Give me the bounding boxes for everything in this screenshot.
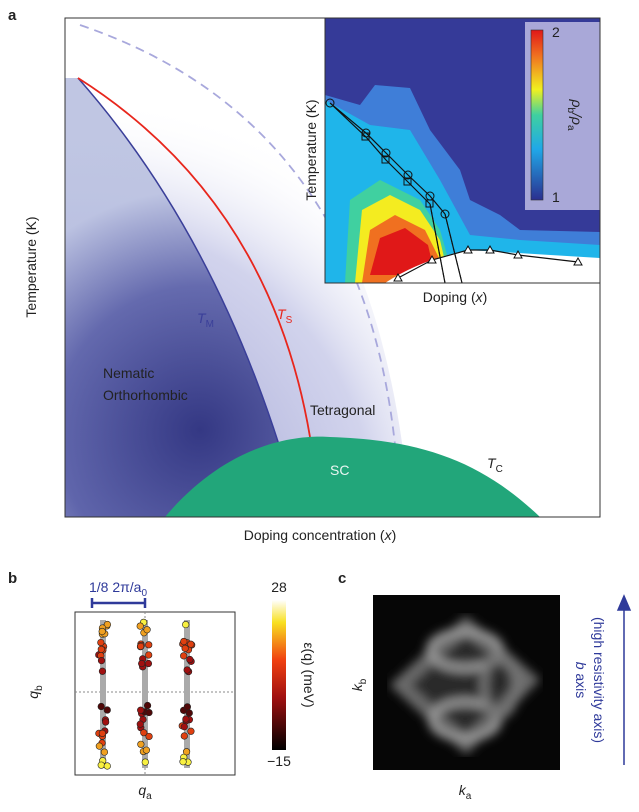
colorbar <box>531 30 543 200</box>
dot <box>145 660 152 667</box>
dot <box>99 730 106 737</box>
scale-bar <box>92 598 145 608</box>
x-axis-label: Doping concentration (x) <box>244 527 397 543</box>
dot <box>144 626 151 633</box>
text-part: ) <box>392 527 397 543</box>
dot <box>180 653 187 660</box>
colorbar-label: ε(q) (meV) <box>301 642 317 707</box>
dot <box>138 741 145 748</box>
dot <box>183 748 190 755</box>
dot <box>98 703 105 710</box>
text-part: M <box>206 319 214 330</box>
text-part: axis <box>573 670 589 699</box>
dot <box>98 657 105 664</box>
inset-y-label: Temperature (K) <box>303 99 319 200</box>
dot <box>187 656 194 663</box>
dot <box>137 707 144 714</box>
dot <box>188 728 195 735</box>
colorbar-tick: 28 <box>271 579 287 595</box>
dot <box>137 643 144 650</box>
panel-label: c <box>338 570 346 587</box>
text-part: 0 <box>141 588 147 599</box>
region-label: Nematic <box>103 365 154 381</box>
text-part: a <box>146 791 152 802</box>
text-part: b <box>34 685 45 691</box>
dot <box>184 704 191 711</box>
dot <box>102 719 109 726</box>
dot <box>104 763 111 770</box>
dot <box>186 710 193 717</box>
x-axis-label: qa <box>138 782 152 802</box>
text-part: ρ <box>569 98 585 107</box>
dot <box>181 723 188 730</box>
dot <box>184 667 191 674</box>
dot <box>142 759 149 766</box>
dot <box>96 743 103 750</box>
text-part: a <box>466 791 472 802</box>
dot <box>144 702 151 709</box>
dot <box>98 646 105 653</box>
text-part: ) <box>483 289 488 305</box>
dot <box>180 758 187 765</box>
text-part: b <box>573 662 589 670</box>
dot <box>182 645 189 652</box>
dot <box>145 642 152 649</box>
page: a Temperature (K) Doping concentration (… <box>0 0 639 812</box>
text-part: S <box>286 315 293 326</box>
dot <box>181 638 188 645</box>
plot-frame <box>75 612 235 775</box>
dot <box>137 721 144 728</box>
inset-x-label: Doping (x) <box>423 289 488 305</box>
text-part: /ρ <box>569 112 585 125</box>
sc-label: SC <box>330 462 349 478</box>
y-axis-label: qb <box>25 685 45 699</box>
dot <box>98 762 105 769</box>
axis-label: (high resistivity axis) <box>591 617 607 743</box>
axis-label: b axis <box>573 662 589 699</box>
panel-label: b <box>8 570 17 587</box>
dot <box>138 660 145 667</box>
region-label: Orthorhombic <box>103 387 188 403</box>
tc-label: TC <box>487 455 503 475</box>
colorbar-tick: 2 <box>552 24 560 40</box>
dot <box>146 733 153 740</box>
dot <box>99 628 106 635</box>
dot <box>104 707 111 714</box>
text-part: 1/8 2π/a <box>89 579 142 595</box>
dot <box>137 623 144 630</box>
dot <box>143 747 150 754</box>
dot <box>182 621 189 628</box>
colorbar-tick: −15 <box>267 753 291 769</box>
dot <box>181 733 188 740</box>
arrow <box>618 596 630 765</box>
y-axis-label: kb <box>349 678 369 691</box>
scale-label: 1/8 2π/a0 <box>89 579 147 599</box>
y-axis-label: Temperature (K) <box>23 216 39 317</box>
panel-label: a <box>8 7 17 24</box>
dot <box>99 668 106 675</box>
figure: a Temperature (K) Doping concentration (… <box>0 0 639 807</box>
text-part: C <box>496 464 503 475</box>
inset-heatmap <box>325 18 600 283</box>
dot <box>101 749 108 756</box>
dot <box>146 709 153 716</box>
text-part: Doping concentration ( <box>244 527 385 543</box>
colorbar-tick: 1 <box>552 189 560 205</box>
colorbar <box>272 600 286 750</box>
text-part: a <box>565 125 576 131</box>
dot <box>145 652 152 659</box>
tetragonal-label: Tetragonal <box>310 402 375 418</box>
text-part: q <box>138 782 146 798</box>
dot <box>188 641 195 648</box>
dot <box>183 716 190 723</box>
text-part: Doping ( <box>423 289 476 305</box>
text-part: q <box>25 691 41 699</box>
dot <box>98 639 105 646</box>
text-part: b <box>358 678 369 684</box>
x-axis-label: ka <box>459 782 472 802</box>
